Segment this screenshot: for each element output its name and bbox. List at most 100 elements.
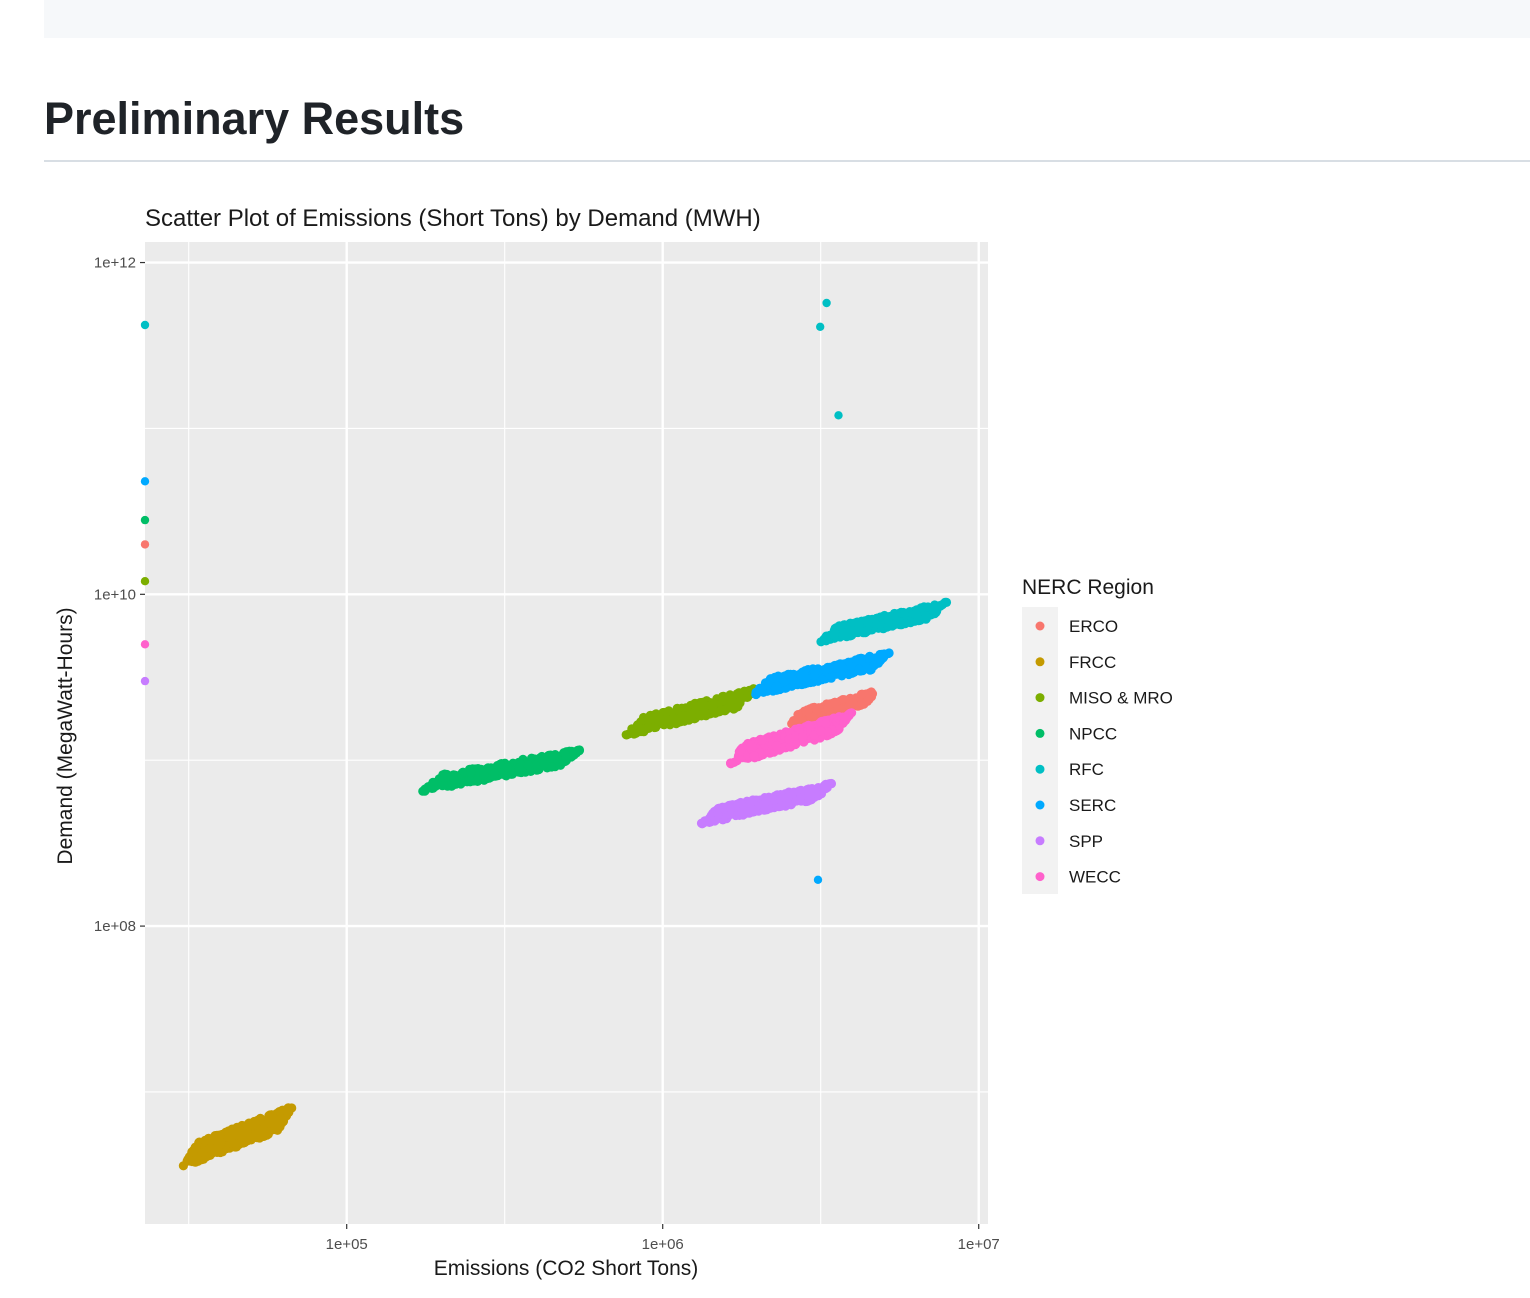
legend-label: SPP: [1069, 832, 1103, 851]
data-point: [672, 704, 683, 714]
y-axis-label: Demand (MegaWatt-Hours): [54, 607, 77, 864]
data-point: [718, 705, 729, 716]
data-point: [824, 664, 834, 674]
data-point: [547, 753, 557, 763]
legend-key: [1035, 621, 1045, 631]
heading-divider: [44, 160, 1530, 162]
data-point: [205, 1144, 215, 1154]
data-point: [252, 1129, 262, 1139]
data-point: [931, 601, 941, 611]
data-point: [450, 779, 460, 789]
data-point: [539, 759, 549, 770]
data-point: [900, 619, 910, 629]
data-point: [821, 718, 831, 729]
data-point: [437, 781, 448, 791]
data-point: [495, 759, 505, 769]
data-point: [710, 816, 720, 826]
data-point: [737, 806, 747, 817]
legend-label: NPCC: [1069, 724, 1117, 743]
data-point: [466, 767, 476, 778]
data-point: [837, 663, 847, 673]
data-point: [785, 669, 796, 680]
data-point: [735, 688, 745, 698]
data-point: [877, 649, 887, 660]
legend-key: [1035, 872, 1045, 882]
data-point: [830, 697, 840, 708]
data-point: [440, 769, 450, 779]
data-point: [187, 1156, 197, 1167]
data-point: [211, 1136, 221, 1146]
data-point: [546, 762, 557, 772]
data-point: [856, 689, 867, 699]
data-point: [771, 741, 782, 751]
y-tick-label: 1e+08: [94, 918, 136, 935]
data-point: [472, 775, 482, 785]
data-point: [736, 746, 746, 756]
data-point: [923, 602, 933, 612]
data-point: [700, 708, 710, 718]
legend: NERC Region ERCO FRCC MISO & MRO NPCC RFC SER…: [1022, 576, 1173, 894]
data-point: [140, 640, 150, 649]
data-point: [670, 717, 680, 727]
data-point: [423, 782, 433, 792]
data-point: [661, 707, 672, 717]
data-point: [837, 670, 847, 680]
data-point: [941, 597, 952, 608]
data-point: [523, 760, 533, 770]
legend-key: [1035, 764, 1045, 774]
data-point: [770, 795, 780, 806]
data-point: [573, 745, 583, 756]
data-point: [813, 875, 823, 884]
data-point: [921, 611, 931, 621]
data-point: [745, 798, 755, 808]
data-point: [140, 515, 150, 525]
data-point: [812, 705, 822, 715]
legend-key: [1035, 800, 1045, 810]
data-point: [804, 795, 815, 806]
data-point: [830, 629, 840, 639]
data-point: [816, 726, 826, 737]
legend-key: [1035, 728, 1045, 738]
data-point: [802, 785, 812, 795]
plot-panel: [145, 242, 988, 1224]
data-point: [816, 637, 826, 647]
data-point: [793, 710, 803, 720]
data-point: [750, 805, 760, 815]
data-point: [799, 667, 810, 677]
legend-label: RFC: [1069, 760, 1104, 779]
legend-title: NERC Region: [1022, 576, 1154, 599]
data-point: [764, 678, 774, 688]
data-point: [647, 712, 657, 722]
data-point: [638, 724, 649, 734]
data-point: [845, 661, 855, 671]
data-point: [791, 738, 801, 748]
data-point: [718, 695, 728, 705]
data-point: [514, 763, 524, 773]
data-point: [912, 611, 922, 621]
data-point: [725, 803, 736, 813]
data-point: [841, 628, 852, 638]
legend-keys-background: [1022, 607, 1058, 894]
y-tick-label: 1e+12: [94, 255, 136, 272]
data-point: [691, 701, 701, 711]
y-tick-label: 1e+10: [94, 586, 136, 603]
legend-label: WECC: [1069, 868, 1121, 887]
x-axis-label: Emissions (CO2 Short Tons): [434, 1257, 699, 1280]
legend-key: [1035, 836, 1045, 846]
x-tick-label: 1e+05: [326, 1236, 368, 1253]
data-point: [783, 793, 793, 803]
legend-label: MISO & MRO: [1069, 689, 1173, 708]
data-points: [140, 298, 952, 1171]
data-point: [719, 804, 729, 814]
data-point: [629, 729, 639, 739]
x-tick-label: 1e+06: [642, 1236, 684, 1253]
data-point: [458, 767, 468, 777]
data-point: [772, 681, 782, 691]
major-gridlines: [145, 242, 988, 1224]
data-point: [870, 660, 880, 670]
data-point: [225, 1131, 235, 1142]
data-point: [751, 689, 761, 700]
data-point: [795, 793, 806, 804]
data-point: [822, 783, 832, 793]
data-point: [857, 699, 867, 709]
